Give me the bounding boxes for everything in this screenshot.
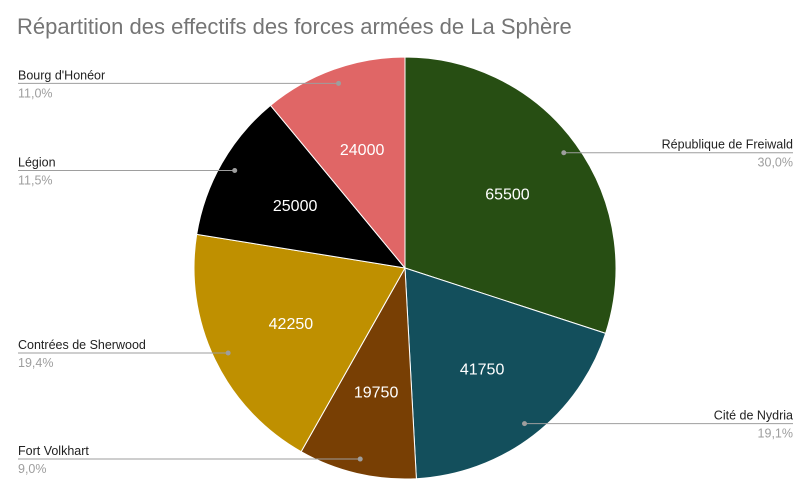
pie-slice[interactable]	[269, 56, 406, 270]
pie-slice[interactable]	[193, 233, 406, 453]
slice-name-label: Légion	[18, 155, 56, 169]
slice-percent-label: 19,1%	[758, 427, 793, 441]
slice-value-label: 24000	[340, 142, 385, 159]
slice-percent-label: 30,0%	[758, 156, 793, 170]
leader-dot	[336, 80, 342, 86]
chart-title: Répartition des effectifs des forces arm…	[17, 14, 572, 39]
pie-slice[interactable]	[404, 56, 617, 334]
slice-percent-label: 9,0%	[18, 462, 47, 476]
leader-dot	[357, 456, 363, 462]
slice-name-label: Bourg d'Honéor	[18, 68, 105, 82]
slice-percent-label: 11,0%	[18, 86, 53, 100]
slice-value-label: 42250	[269, 316, 314, 333]
slice-value-label: 19750	[354, 384, 399, 401]
slice-percent-label: 19,4%	[18, 356, 53, 370]
pie-slice[interactable]	[300, 266, 417, 480]
leader-dot	[561, 150, 567, 156]
leader-dot	[225, 350, 231, 356]
leader-dot	[522, 421, 528, 427]
slice-value-label: 41750	[460, 361, 505, 378]
pie-slice[interactable]	[404, 267, 607, 480]
slice-value-label: 65500	[485, 187, 530, 204]
leader-dot	[232, 167, 238, 173]
slice-name-label: Fort Volkhart	[18, 444, 89, 458]
slice-name-label: Contrées de Sherwood	[18, 338, 146, 352]
slice-name-label: Cité de Nydria	[714, 409, 793, 423]
slice-value-label: 25000	[273, 198, 318, 215]
pie-slice[interactable]	[196, 104, 407, 269]
slice-name-label: République de Freiwald	[662, 138, 793, 152]
slice-percent-label: 11,5%	[18, 173, 53, 187]
